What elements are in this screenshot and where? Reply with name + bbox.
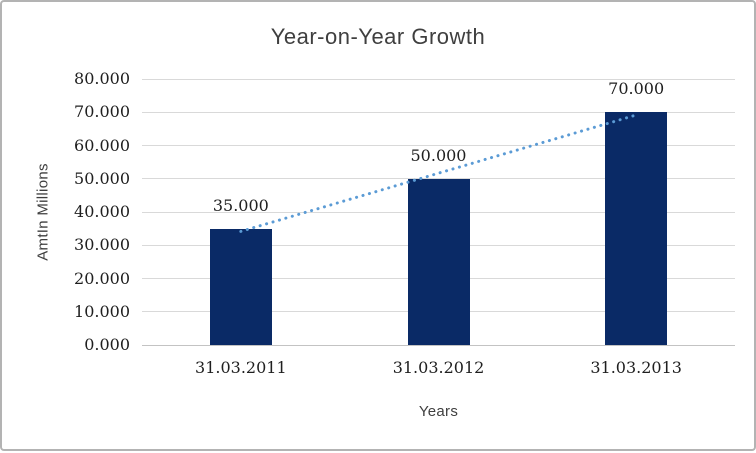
y-tick-label: 40.000 <box>74 202 130 221</box>
bar <box>605 112 668 345</box>
gridline <box>142 344 735 346</box>
y-tick-label: 80.000 <box>74 69 130 88</box>
y-tick-label: 60.000 <box>74 135 130 155</box>
gridline <box>142 111 735 113</box>
x-axis-title: Years <box>418 403 459 420</box>
y-tick-label: 20.000 <box>74 268 130 288</box>
bar <box>407 178 470 345</box>
y-tick-label: 70.000 <box>74 102 130 122</box>
y-tick-label: 0.000 <box>84 335 130 354</box>
y-tick-label: 50.000 <box>74 168 130 188</box>
bar-value-label: 70.000 <box>608 79 665 99</box>
y-tick-label: 30.000 <box>74 235 130 255</box>
bar <box>209 228 272 345</box>
y-tick-label: 10.000 <box>74 301 130 321</box>
chart-title: Year-on-Year Growth <box>270 24 486 49</box>
x-tick-label: 31.03.2012 <box>392 358 485 377</box>
x-tick-label: 31.03.2013 <box>590 358 682 377</box>
bar-value-label: 50.000 <box>410 145 467 165</box>
bar-value-label: 35.000 <box>212 195 269 215</box>
y-axis-title: AmtIn Millions <box>34 163 52 261</box>
x-tick-label: 31.03.2011 <box>195 358 287 377</box>
gridline <box>142 78 735 80</box>
